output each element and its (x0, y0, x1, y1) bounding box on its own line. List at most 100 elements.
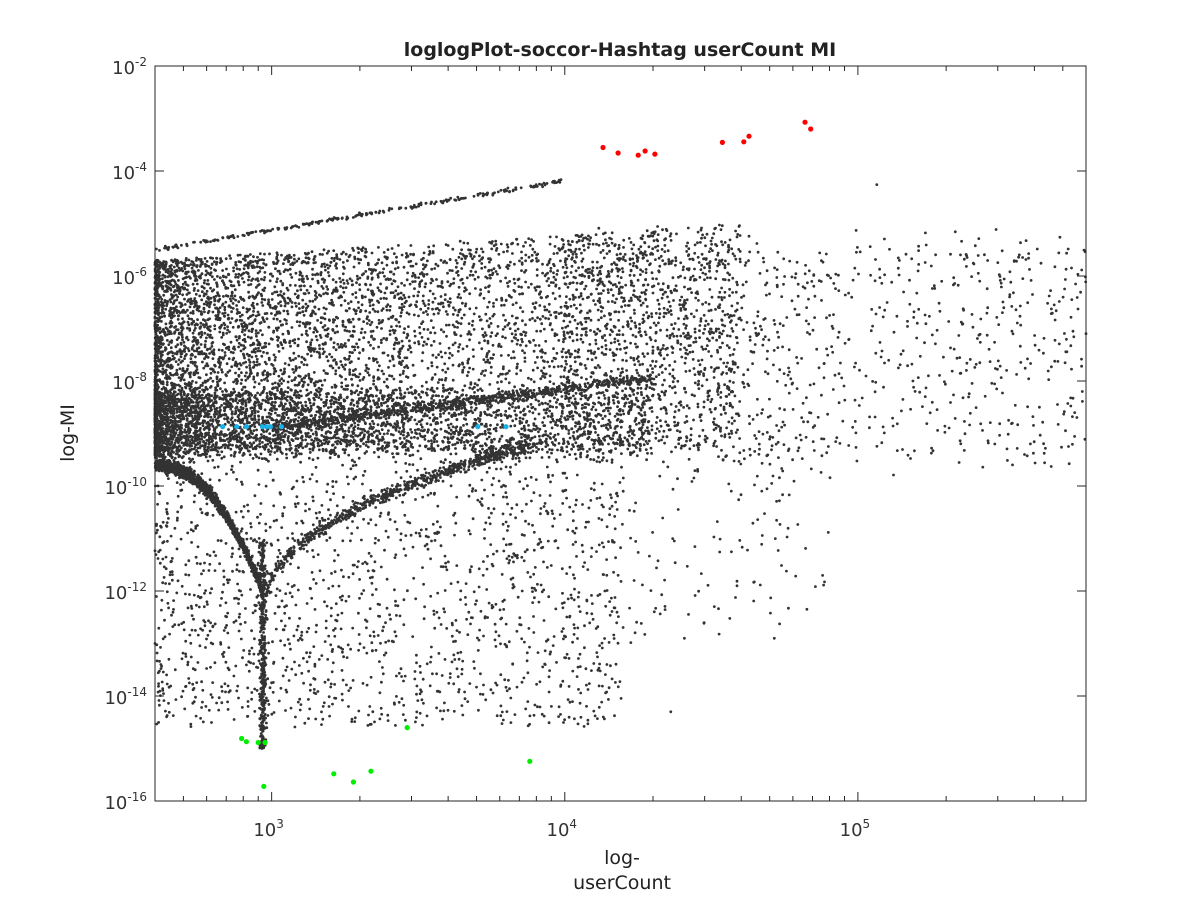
bulk-point (422, 327, 426, 331)
bulk-point (300, 333, 304, 337)
bulk-point (267, 356, 271, 360)
bulk-point (411, 280, 415, 284)
bulk-point (422, 340, 426, 344)
bulk-point (323, 378, 327, 382)
bulk-point (156, 270, 160, 274)
bulk-point (333, 331, 337, 335)
bulk-point (504, 318, 507, 322)
bulk-point (433, 297, 437, 300)
bulk-point (223, 326, 227, 330)
bulk-point (485, 355, 488, 359)
bulk-point (409, 350, 413, 354)
bulk-point (501, 389, 504, 393)
bulk-point (664, 367, 667, 371)
bulk-point (178, 311, 182, 315)
bulk-point (467, 322, 471, 325)
bulk-point (462, 424, 465, 427)
bulk-point (597, 401, 601, 404)
bulk-point (472, 262, 476, 266)
bulk-point (171, 354, 175, 358)
bulk-point (527, 237, 531, 241)
bulk-point (349, 300, 353, 304)
bulk-point (483, 339, 486, 343)
bulk-point (159, 295, 162, 299)
bulk-point (651, 285, 654, 289)
bulk-point (226, 286, 230, 290)
bulk-point (320, 383, 324, 387)
bulk-point (356, 246, 360, 250)
bulk-point (449, 196, 453, 200)
bulk-point (164, 307, 168, 311)
bulk-point (370, 298, 374, 302)
bulk-point (684, 356, 688, 360)
bulk-point (255, 265, 259, 269)
bulk-point (600, 264, 604, 268)
bulk-point (294, 376, 297, 380)
bulk-point (458, 396, 461, 400)
bulk-point (290, 379, 294, 383)
bulk-point (726, 271, 730, 275)
bulk-point (160, 315, 164, 318)
bulk-point (247, 358, 251, 362)
bulk-point (418, 444, 422, 448)
bulk-point (470, 439, 473, 443)
bulk-point (430, 344, 433, 347)
bulk-point (182, 378, 186, 382)
bulk-point (638, 295, 642, 299)
bulk-point (302, 376, 306, 380)
bulk-point (575, 281, 579, 285)
bulk-point (195, 347, 199, 351)
bulk-point (566, 239, 570, 243)
bulk-point (291, 225, 295, 228)
bulk-point (719, 413, 723, 416)
bulk-point (162, 293, 166, 297)
bulk-point (700, 345, 704, 349)
bulk-point (486, 191, 489, 195)
bulk-point (533, 286, 537, 290)
bulk-point (262, 278, 266, 282)
bulk-point (625, 346, 629, 349)
bulk-point (374, 385, 378, 389)
bulk-point (412, 374, 416, 377)
bulk-point (190, 317, 194, 321)
bulk-point (307, 251, 310, 255)
bulk-point (258, 258, 262, 262)
bulk-point (716, 305, 720, 309)
bulk-point (161, 367, 165, 371)
bulk-point (265, 230, 269, 233)
bulk-point (377, 211, 381, 215)
bulk-point (287, 375, 291, 378)
bulk-point (523, 351, 526, 355)
bulk-point (539, 377, 543, 381)
bulk-point (520, 250, 523, 254)
bulk-point (602, 402, 606, 406)
bulk-point (347, 338, 350, 342)
bulk-point (366, 371, 370, 374)
bulk-point (671, 368, 675, 372)
bulk-point (484, 360, 487, 364)
bulk-point (299, 288, 303, 292)
bulk-point (434, 262, 438, 266)
bulk-point (682, 406, 685, 409)
bulk-point (237, 367, 241, 371)
bulk-point (661, 347, 665, 350)
bulk-point (278, 319, 282, 323)
bulk-point (202, 307, 206, 311)
bulk-point (689, 438, 693, 442)
bulk-point (251, 277, 255, 281)
bulk-point (163, 314, 167, 318)
bulk-point (248, 307, 252, 311)
bulk-point (167, 286, 171, 289)
bulk-point (682, 322, 686, 326)
bulk-point (732, 445, 735, 449)
bulk-point (195, 301, 198, 304)
bulk-point (534, 288, 538, 292)
bulk-point (220, 370, 224, 374)
bulk-point (275, 255, 279, 259)
bulk-point (537, 430, 540, 434)
bulk-point (494, 270, 498, 273)
bulk-point (426, 259, 429, 263)
bulk-point (721, 243, 725, 247)
bulk-point (282, 262, 285, 265)
bulk-point (216, 384, 220, 388)
